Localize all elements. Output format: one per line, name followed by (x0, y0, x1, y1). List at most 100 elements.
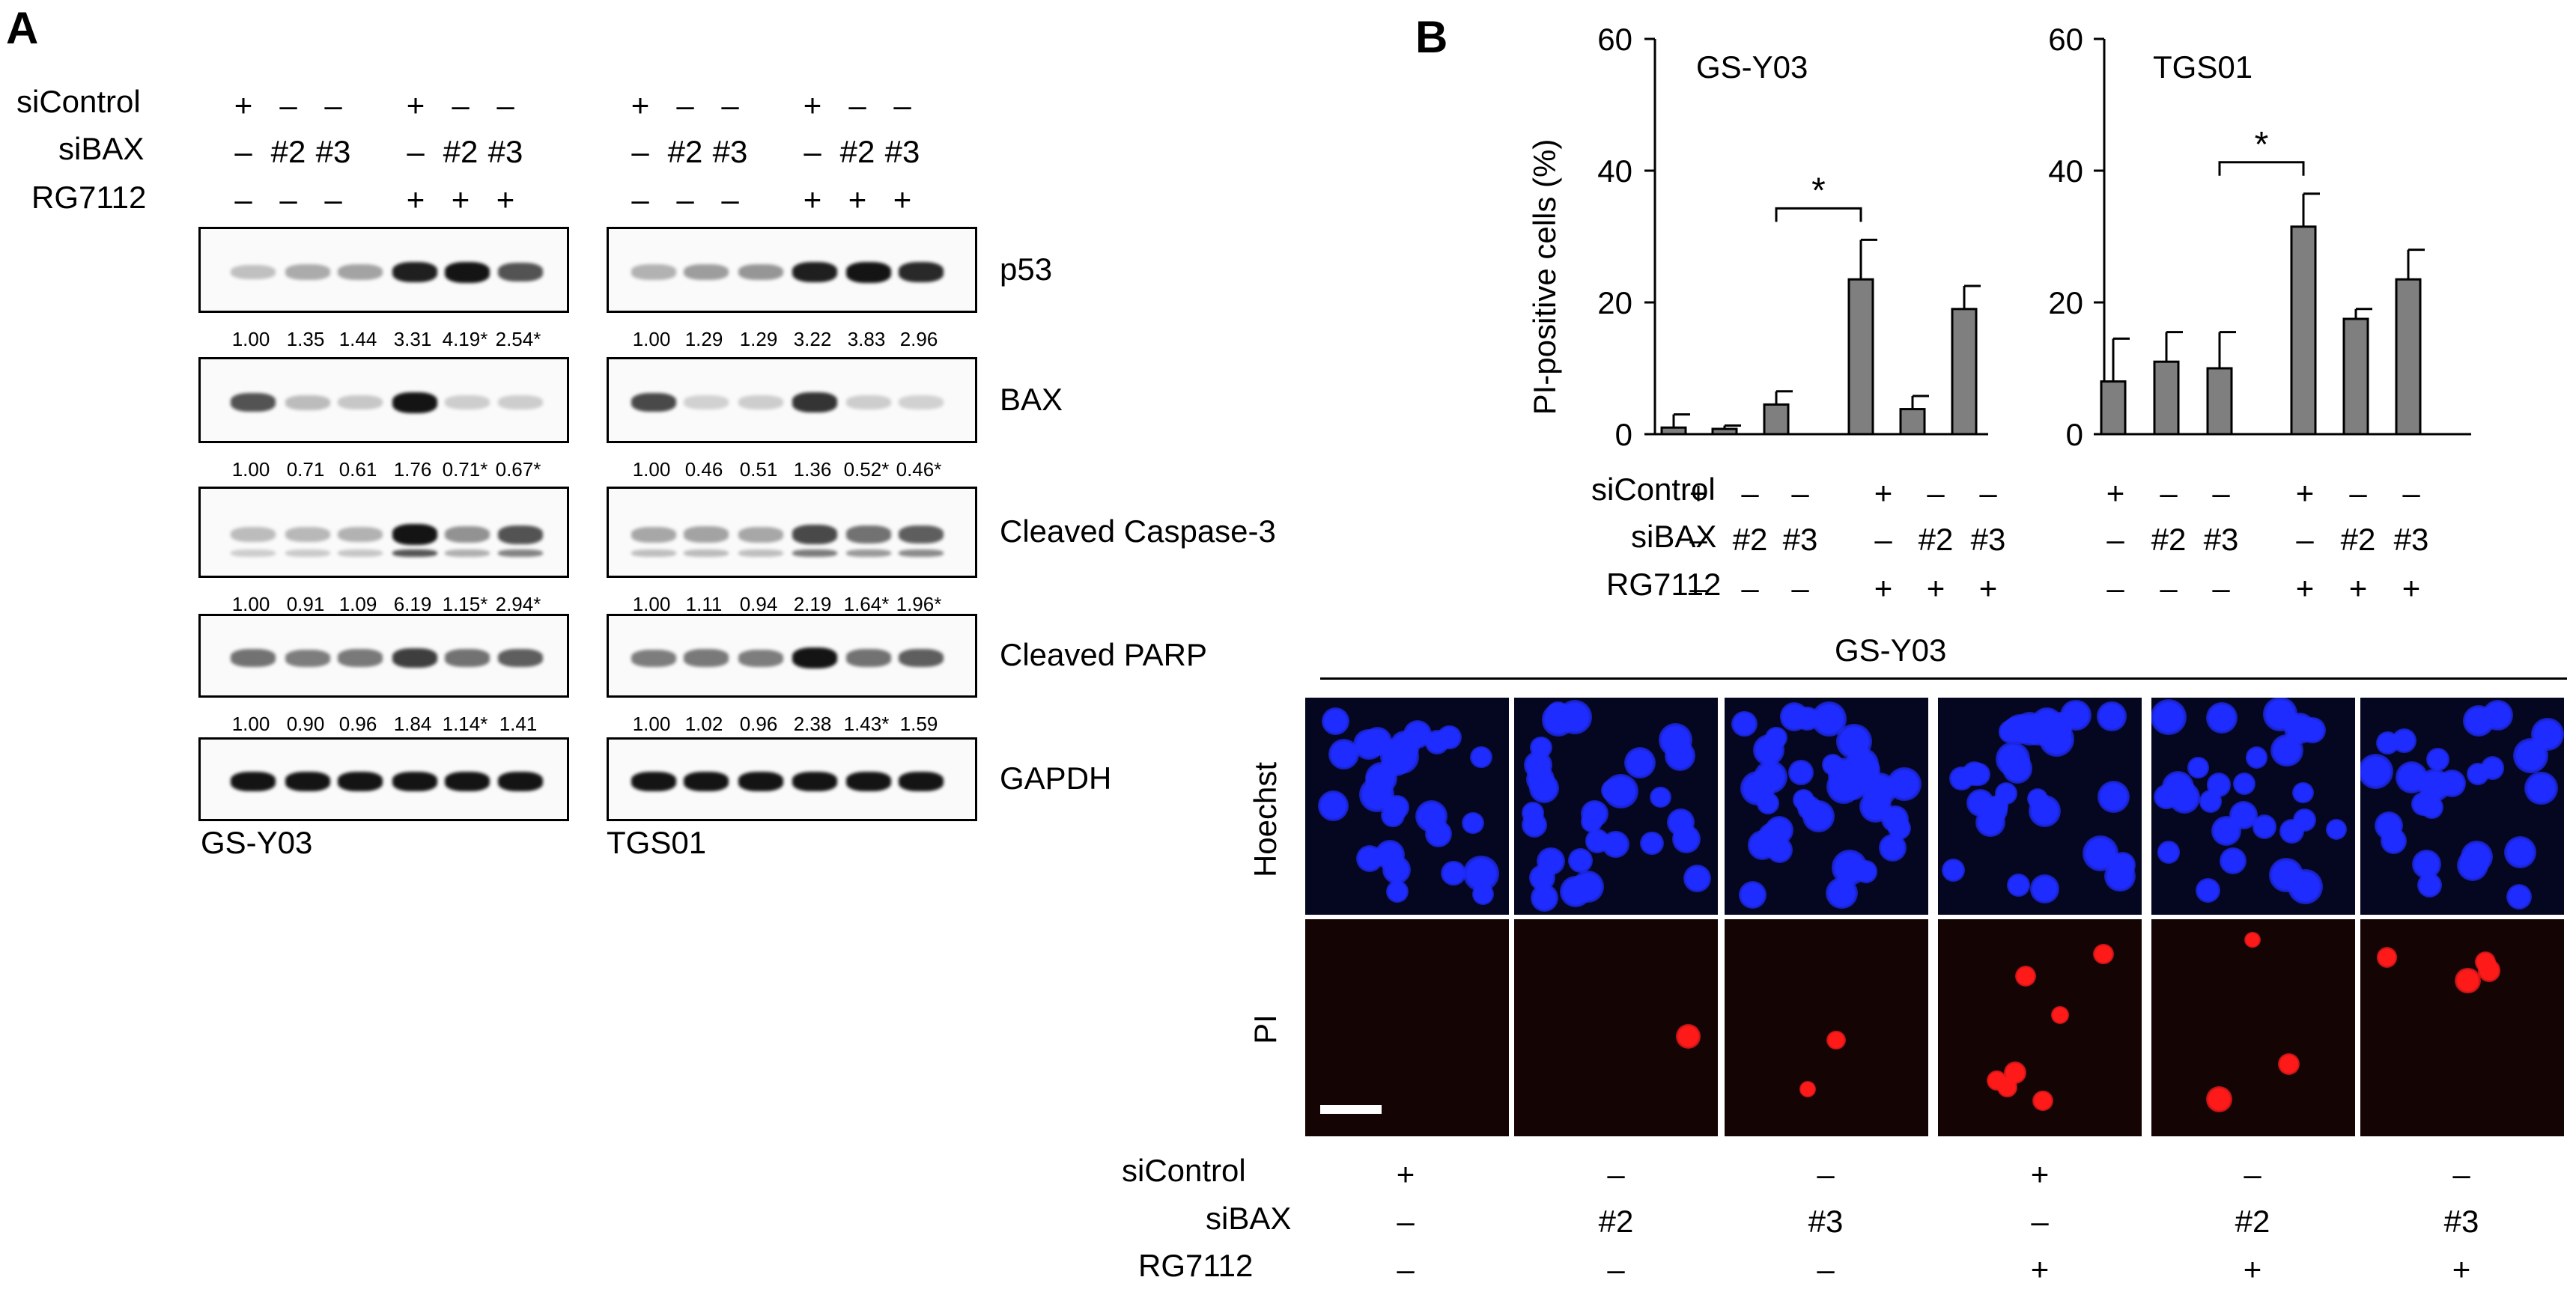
band-right-lane-3 (738, 394, 783, 410)
a-right-sicontrol-lane-2: – (676, 88, 694, 123)
hoechst-cell-6-9 (2506, 883, 2533, 910)
band-lower-right-lane-1 (631, 549, 676, 557)
b-right-sibax-lane-1: – (2106, 522, 2124, 557)
tgs01-bar-1 (2100, 380, 2127, 436)
hoechst-cell-6-17 (2426, 748, 2450, 772)
blot-cleaved-caspase-3-right (607, 487, 977, 578)
hoechst-cell-3-18 (1731, 710, 1758, 737)
hoechst-cell-1-28 (1365, 769, 1388, 790)
b-right-rg7112-lane-5: + (2348, 570, 2368, 606)
band-left-lane-4 (392, 391, 437, 413)
micro-sibax-lane-2: #2 (1598, 1204, 1634, 1239)
gs-y03-ytick-label-3: 60 (1597, 22, 1632, 57)
hoechst-cell-1-23 (1382, 748, 1411, 776)
quant-right-1-6: 0.46* (896, 458, 942, 481)
a-left-sibax-lane-1: – (234, 134, 252, 169)
hoechst-cell-2-22 (1529, 864, 1556, 891)
band-right-lane-2 (684, 649, 729, 667)
b-right-rg7112-lane-2: – (2160, 570, 2178, 606)
quant-right-3-1: 1.00 (632, 713, 671, 735)
b-right-sibax-lane-4: – (2296, 522, 2314, 557)
pi-cell-5-2 (2278, 1052, 2300, 1075)
quant-left-3-5: 1.14* (442, 713, 488, 735)
pi-cell-2-1 (1675, 1023, 1701, 1049)
quant-left-3-1: 1.00 (231, 713, 270, 735)
hoechst-cell-2-19 (1650, 786, 1671, 808)
band-right-lane-3 (738, 526, 783, 543)
band-right-lane-2 (684, 263, 729, 281)
a-right-sicontrol-lane-1: + (631, 88, 650, 123)
quant-right-0-1: 1.00 (632, 328, 671, 350)
hoechst-cell-1-18 (1328, 739, 1360, 770)
quant-left-1-2: 0.71 (286, 458, 325, 481)
a-right-rg7112-lane-5: + (848, 182, 867, 217)
micro-sicontrol-lane-6: – (2452, 1157, 2470, 1192)
b-row-label-sibax: siBAX (1631, 519, 1717, 554)
quant-right-3-2: 1.02 (684, 713, 723, 735)
micro-sibax-lane-5: #2 (2235, 1204, 2270, 1239)
b-right-sibax-lane-6: #3 (2393, 522, 2429, 557)
band-left-lane-6 (498, 772, 543, 791)
b-left-sibax-lane-2: #2 (1732, 522, 1768, 557)
blot-cleaved-parp-left (198, 614, 569, 698)
hoechst-cell-5-24 (2151, 698, 2187, 735)
band-left-lane-1 (231, 527, 276, 542)
quant-right-0-3: 1.29 (739, 328, 778, 350)
micro-rg7112-lane-2: – (1607, 1252, 1625, 1287)
band-left-lane-2 (285, 264, 330, 280)
quant-left-1-1: 1.00 (231, 458, 270, 481)
blot-label-3: Cleaved PARP (1000, 637, 1208, 672)
hoechst-cell-2-29 (1683, 864, 1711, 893)
a-left-rg7112-lane-4: + (406, 182, 425, 217)
quant-left-3-3: 0.96 (338, 713, 377, 735)
quant-left-2-5: 1.15* (442, 593, 488, 615)
gs-y03-ytick-label-0: 0 (1615, 417, 1632, 452)
quant-left-0-2: 1.35 (286, 328, 325, 350)
band-left-lane-6 (498, 263, 543, 281)
hoechst-cell-3-2 (1739, 880, 1767, 909)
b-left-sibax-lane-5: #2 (1918, 522, 1954, 557)
band-lower-left-lane-1 (231, 549, 276, 557)
a-right-rg7112-lane-2: – (676, 182, 694, 217)
band-left-lane-5 (445, 526, 490, 543)
blot-gapdh-right (607, 737, 977, 821)
hoechst-cell-4-14 (2027, 787, 2049, 809)
b-right-rg7112-lane-6: + (2402, 570, 2421, 606)
b-left-rg7112-lane-2: – (1741, 570, 1759, 606)
hoechst-cell-1-24 (1437, 725, 1462, 750)
pi-cell-6-2 (2454, 967, 2481, 994)
hoechst-cell-5-23 (2187, 757, 2209, 779)
pi-cell-4-3 (2003, 1061, 2027, 1085)
hoechst-cell-2-25 (1581, 799, 1609, 828)
hoechst-cell-2-30 (1602, 830, 1629, 858)
b-left-rg7112-lane-3: – (1791, 570, 1809, 606)
quant-left-0-1: 1.00 (231, 328, 270, 350)
micro-sicontrol-lane-5: – (2244, 1157, 2261, 1192)
quant-left-1-6: 0.67* (495, 458, 541, 481)
tgs01-bar-2 (2153, 360, 2180, 436)
a-right-sicontrol-lane-4: + (803, 88, 822, 123)
band-right-lane-3 (738, 263, 783, 281)
hoechst-cell-2-21 (1624, 746, 1656, 779)
hoechst-cell-3-29 (1826, 877, 1858, 909)
hoechst-cell-4-3 (2007, 874, 2031, 898)
a-left-rg7112-lane-6: + (496, 182, 515, 217)
b-left-sicontrol-lane-2: – (1741, 475, 1759, 511)
a-left-sibax-lane-6: #3 (487, 134, 523, 169)
blot-label-1: BAX (1000, 381, 1063, 417)
band-left-lane-5 (445, 772, 490, 791)
a-right-sibax-lane-2: #2 (667, 134, 703, 169)
tgs01-ytick-label-1: 20 (2048, 285, 2083, 320)
hoechst-cell-6-10 (2395, 761, 2428, 793)
hoechst-cell-5-25 (2252, 814, 2277, 839)
quant-left-3-4: 1.84 (393, 713, 432, 735)
hoechst-cell-3-21 (1795, 706, 1820, 731)
blot-label-2: Cleaved Caspase-3 (1000, 514, 1276, 549)
gs-y03-bar-4 (1847, 278, 1874, 436)
band-left-lane-2 (285, 394, 330, 410)
quant-right-1-3: 0.51 (739, 458, 778, 481)
quant-left-0-3: 1.44 (338, 328, 377, 350)
micro-rg7112-lane-6: + (2452, 1252, 2471, 1287)
hoechst-cell-5-4 (2154, 784, 2179, 810)
blot-label-0: p53 (1000, 251, 1053, 287)
